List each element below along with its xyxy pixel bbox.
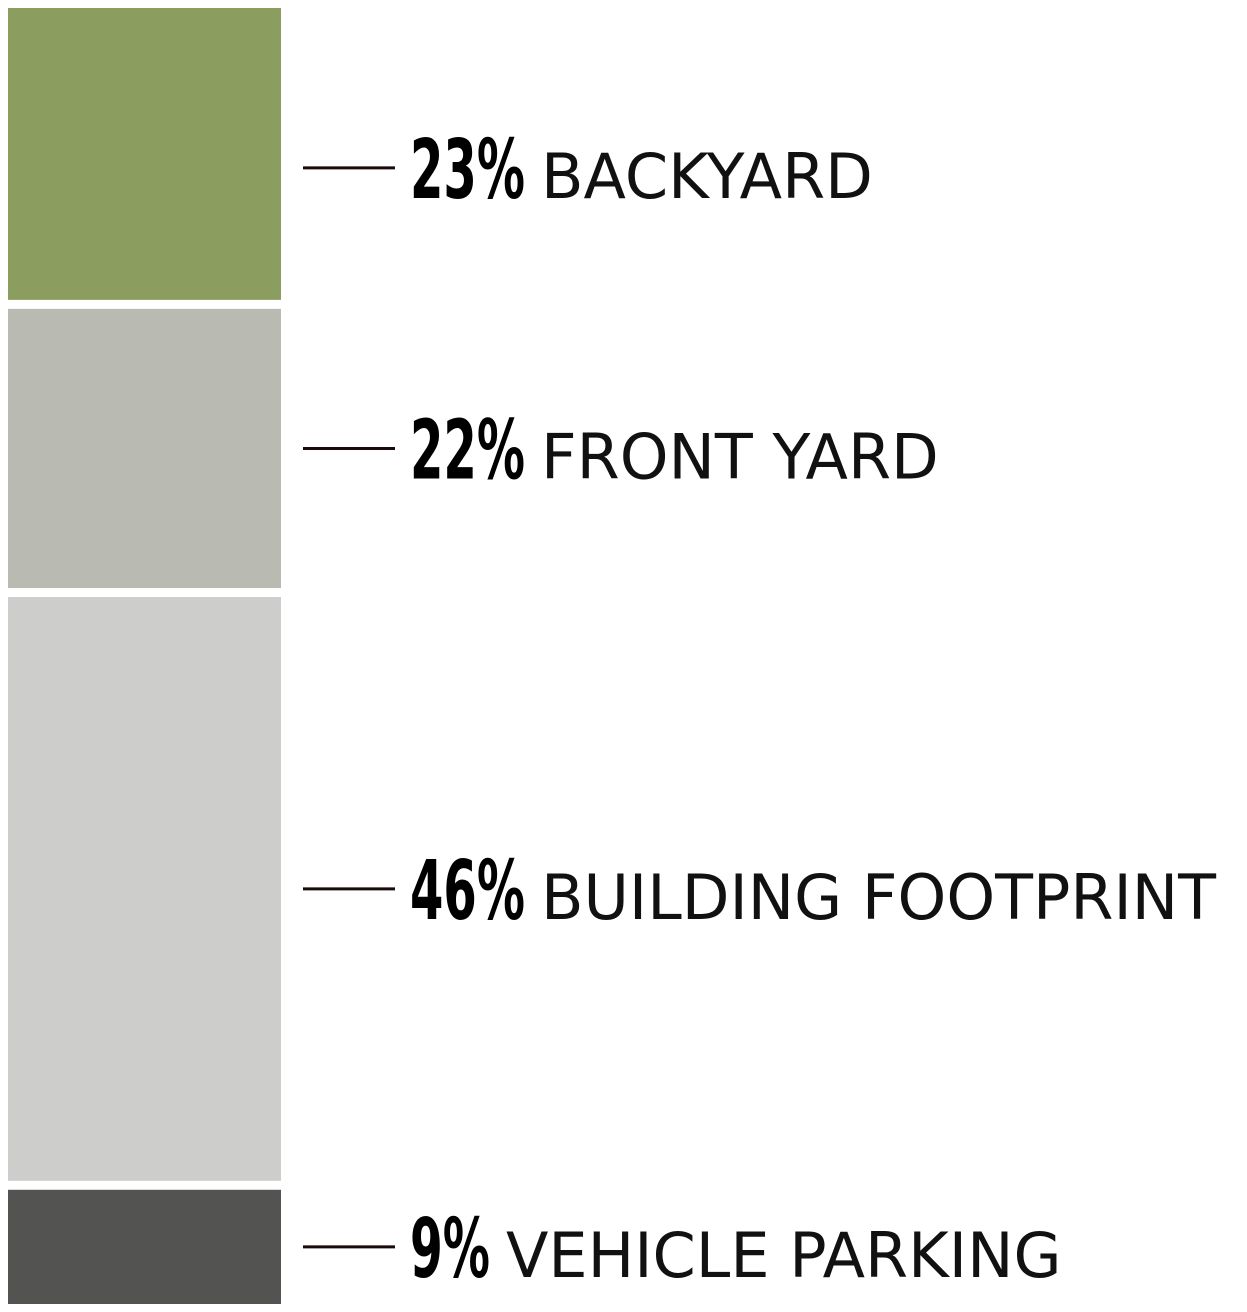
value-label-vehicle-parking: 9% bbox=[410, 1202, 490, 1297]
value-label-front-yard: 22% bbox=[410, 403, 525, 498]
value-label-building-footprint: 46% bbox=[410, 844, 525, 939]
bar-segment-backyard bbox=[8, 8, 281, 300]
bar-segment-building-footprint bbox=[8, 597, 281, 1181]
value-label-backyard: 23% bbox=[410, 123, 525, 218]
bar-segments bbox=[8, 8, 281, 1304]
bar-segment-vehicle-parking bbox=[8, 1189, 281, 1304]
bar-segment-front-yard bbox=[8, 308, 281, 589]
category-label-backyard: BACKYARD bbox=[541, 140, 873, 213]
category-label-building-footprint: BUILDING FOOTPRINT bbox=[541, 861, 1217, 934]
category-label-vehicle-parking: VEHICLE PARKING bbox=[506, 1219, 1062, 1292]
segment-labels: 23% BACKYARD 22% FRONT YARD 46% BUILDING FOOT… bbox=[410, 123, 1217, 1297]
leader-lines bbox=[303, 166, 395, 1249]
category-label-front-yard: FRONT YARD bbox=[541, 420, 939, 493]
